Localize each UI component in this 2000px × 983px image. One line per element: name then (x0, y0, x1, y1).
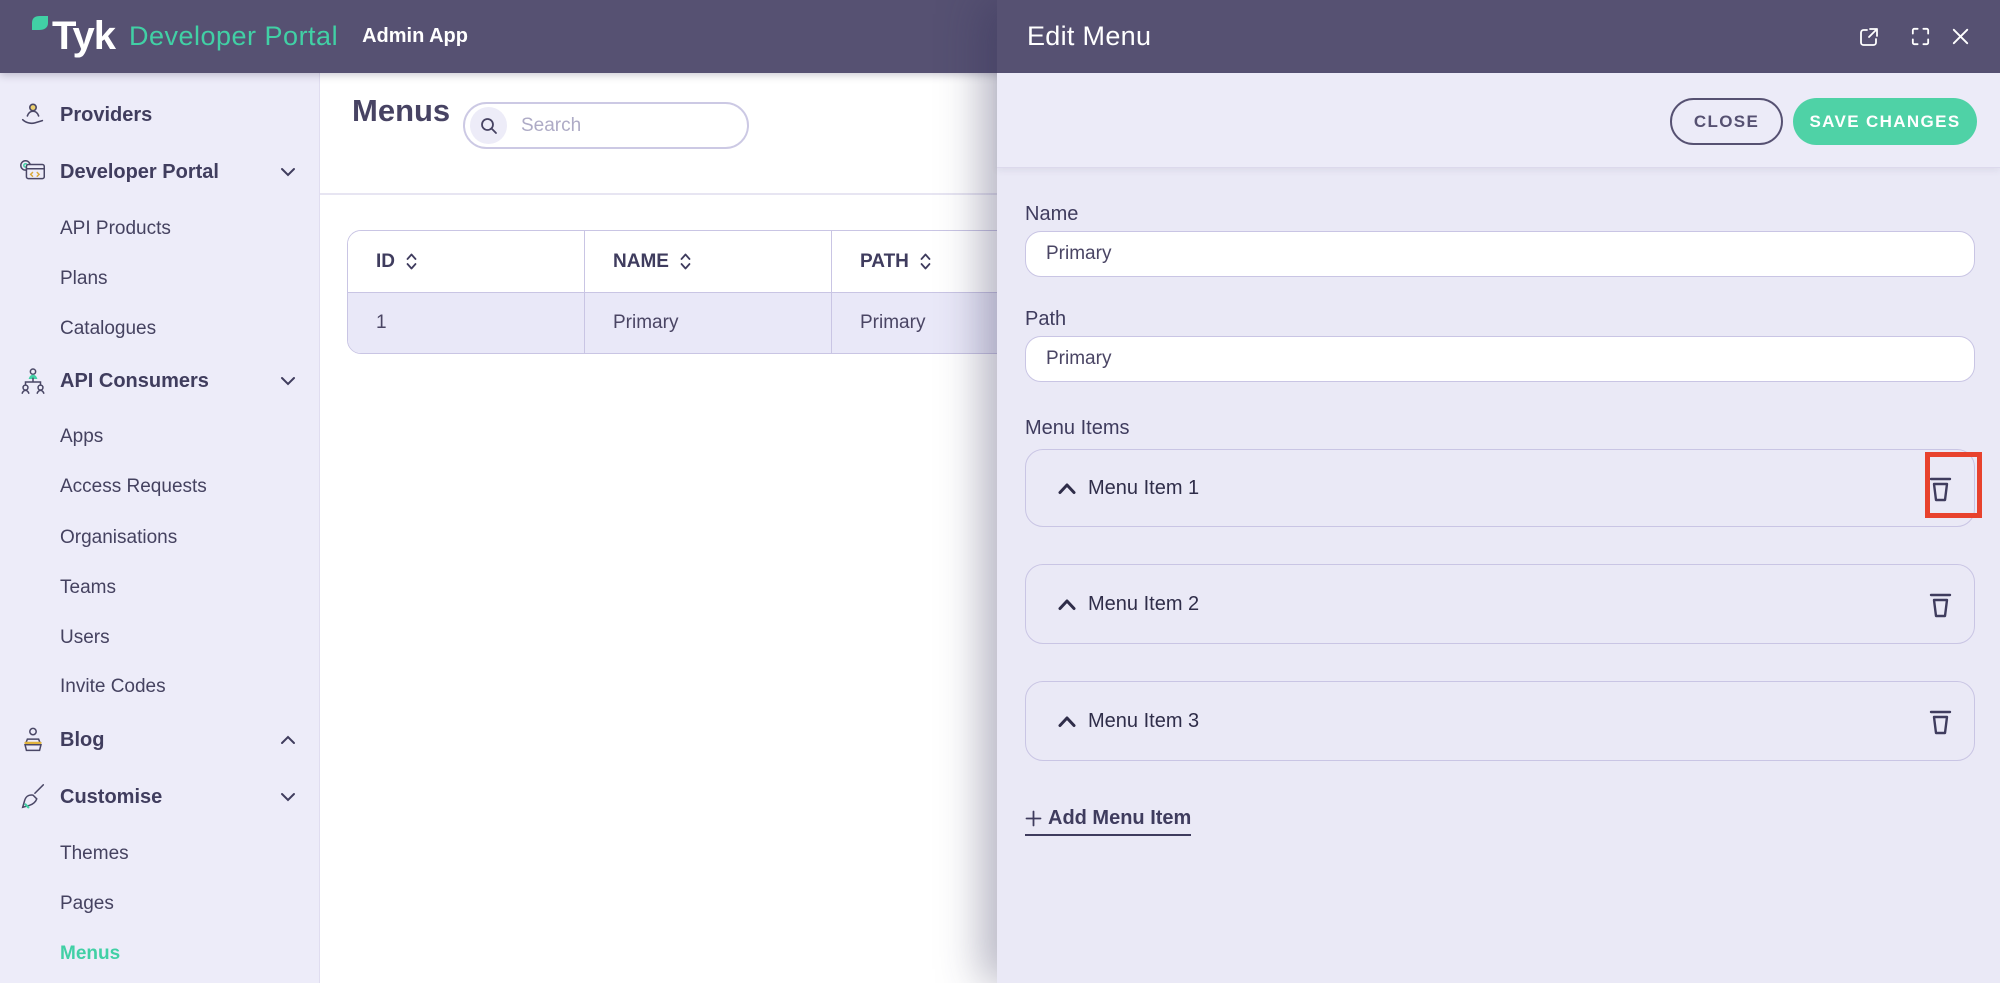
product-name: Developer Portal (128, 21, 339, 51)
sidebar-item-themes[interactable]: Themes (60, 843, 129, 864)
name-field[interactable] (1025, 231, 1975, 277)
sidebar-item-api-products[interactable]: API Products (60, 218, 171, 239)
sidebar-item-menus[interactable]: Menus (60, 943, 121, 964)
column-header-name[interactable]: NAME (584, 231, 831, 292)
sort-icon[interactable] (919, 252, 932, 271)
collapse-chevron-icon[interactable] (1056, 710, 1078, 732)
menu-item-card-2: Menu Item 2 (1025, 564, 1975, 644)
sidebar-item-invite-codes[interactable]: Invite Codes (60, 676, 166, 697)
sidebar-item-plans[interactable]: Plans (60, 268, 108, 289)
chevron-down-icon (278, 371, 298, 391)
add-menu-item-button[interactable]: Add Menu Item (1025, 807, 1192, 836)
tyk-logo: Tyk (30, 0, 116, 73)
path-label: Path (1025, 308, 1067, 330)
column-header-id[interactable]: ID (348, 231, 584, 292)
drawer-header: Edit Menu (997, 0, 2000, 73)
cell-name: Primary (584, 293, 831, 353)
page-title: Menus (352, 93, 451, 128)
drawer-action-bar: CLOSE SAVE CHANGES (997, 73, 2000, 168)
chevron-down-icon (278, 787, 298, 807)
delete-menu-item-icon[interactable] (1918, 582, 1962, 626)
delete-menu-item-icon[interactable] (1918, 699, 1962, 743)
menu-item-card-3: Menu Item 3 (1025, 681, 1975, 761)
annotation-highlight-box (1925, 452, 1982, 518)
providers-icon (17, 99, 49, 131)
menu-items-label: Menu Items (1025, 417, 1130, 439)
menus-table: ID NAME PATH (347, 230, 1110, 354)
logo-wordmark: Tyk (52, 14, 116, 58)
app-name: Admin App (362, 25, 468, 47)
path-field[interactable] (1025, 336, 1975, 382)
table-row[interactable]: 1 Primary Primary (348, 292, 1109, 353)
tyk-leaf-icon (32, 16, 48, 30)
table-header-row: ID NAME PATH (348, 231, 1109, 292)
drawer-title: Edit Menu (1027, 21, 1152, 51)
sidebar-item-providers[interactable]: Providers (0, 90, 320, 140)
chevron-down-icon (278, 162, 298, 182)
edit-menu-drawer: Edit Menu CLOSE SAVE CHANGES (997, 0, 2000, 983)
save-changes-button[interactable]: SAVE CHANGES (1793, 98, 1977, 145)
sidebar-item-developer-portal[interactable]: Developer Portal (0, 147, 320, 197)
search-icon (470, 107, 507, 144)
sidebar-item-organisations[interactable]: Organisations (60, 527, 178, 548)
blog-icon (17, 724, 49, 756)
sidebar-item-pages[interactable]: Pages (60, 893, 114, 914)
sort-icon[interactable] (679, 252, 692, 271)
collapse-chevron-icon[interactable] (1056, 477, 1078, 499)
fullscreen-icon[interactable] (1907, 23, 1934, 50)
chevron-up-icon (278, 730, 298, 750)
menu-item-card-1: Menu Item 1 (1025, 449, 1975, 527)
api-consumers-icon (17, 365, 49, 397)
sidebar-item-catalogues[interactable]: Catalogues (60, 318, 157, 339)
sidebar-item-teams[interactable]: Teams (60, 577, 116, 598)
sidebar-item-apps[interactable]: Apps (60, 426, 104, 447)
sidebar-item-blog[interactable]: Blog (0, 715, 320, 765)
sidebar-item-access-requests[interactable]: Access Requests (60, 476, 207, 497)
search-box[interactable] (463, 102, 749, 149)
name-label: Name (1025, 203, 1079, 225)
plus-icon (1025, 810, 1042, 827)
search-input[interactable] (519, 113, 719, 138)
sidebar-item-users[interactable]: Users (60, 627, 110, 648)
customise-icon (17, 781, 49, 813)
close-icon[interactable] (1947, 23, 1974, 50)
sidebar-item-customise[interactable]: Customise (0, 772, 320, 822)
sidebar-nav: Providers Developer Portal API Products (0, 73, 320, 983)
developer-portal-icon (17, 156, 49, 188)
close-button[interactable]: CLOSE (1670, 98, 1783, 145)
sort-icon[interactable] (405, 252, 418, 271)
collapse-chevron-icon[interactable] (1056, 593, 1078, 615)
open-in-new-window-icon[interactable] (1855, 23, 1882, 50)
cell-id: 1 (348, 293, 584, 353)
delete-menu-item-icon[interactable] (1918, 466, 1962, 510)
sidebar-item-api-consumers[interactable]: API Consumers (0, 356, 320, 406)
